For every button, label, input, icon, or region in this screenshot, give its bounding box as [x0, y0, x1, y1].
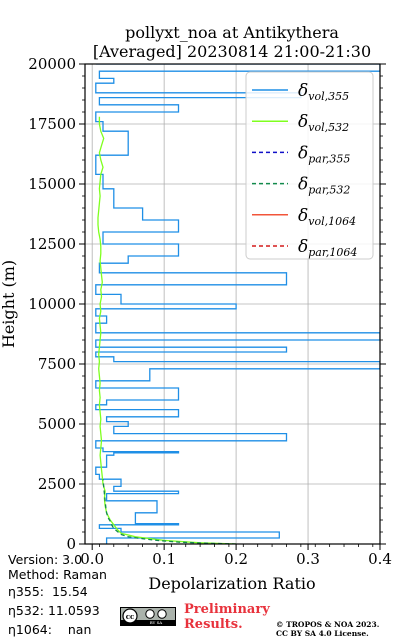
- copyright-note: © TROPOS & NOA 2023. CC BY SA 4.0 Licens…: [276, 620, 379, 638]
- y-tick-label: 0: [66, 535, 76, 553]
- eta355-label: η355:: [8, 584, 44, 599]
- y-tick-label: 5000: [38, 415, 76, 433]
- eta532-value: 11.0593: [47, 603, 100, 618]
- cc-logo-icon: cc BY SA: [121, 608, 175, 625]
- legend-box: [245, 71, 374, 260]
- copyright-line1: © TROPOS & NOA 2023.: [276, 620, 380, 629]
- x-tick-label: 0.0: [80, 550, 104, 568]
- x-tick-label: 0.3: [296, 550, 320, 568]
- y-tick-label: 15000: [28, 175, 76, 193]
- y-tick-label: 2500: [38, 475, 76, 493]
- y-axis-label: Height (m): [0, 260, 18, 348]
- y-tick-label: 7500: [38, 355, 76, 373]
- preliminary-results-note: Preliminary Results.: [184, 602, 270, 632]
- eta1064-label: η1064:: [8, 622, 52, 637]
- series-line-par532: [102, 479, 237, 544]
- series-line-vol355: [95, 64, 380, 544]
- eta1064-value: nan: [67, 622, 92, 637]
- y-tick-label: 17500: [28, 115, 76, 133]
- cc-license-badge: cc BY SA: [120, 607, 176, 626]
- preliminary-line1: Preliminary: [184, 602, 270, 617]
- chart-title-line1: pollyxt_noa at Antikythera: [125, 23, 339, 42]
- legend-label-par355: δpar,355: [298, 143, 350, 165]
- y-tick-label: 10000: [28, 295, 76, 313]
- y-tick-label: 12500: [28, 235, 76, 253]
- eta355-row: η355: 15.54: [8, 584, 88, 599]
- plot-frame: [84, 63, 381, 545]
- legend-label-vol532: δvol,532: [298, 112, 349, 134]
- x-tick-label: 0.1: [152, 550, 176, 568]
- eta532-row: η532: 11.0593: [8, 603, 100, 618]
- eta1064-row: η1064: nan: [8, 622, 91, 637]
- method-text: Method: Raman: [8, 567, 107, 582]
- legend-label-vol355: δvol,355: [298, 81, 349, 103]
- legend-label-par532: δpar,532: [298, 175, 350, 197]
- copyright-line2: CC BY SA 4.0 License.: [276, 629, 369, 638]
- legend-label-par1064: δpar,1064: [298, 237, 357, 259]
- eta532-label: η532:: [8, 603, 44, 618]
- legend-label-vol1064: δvol,1064: [298, 206, 356, 228]
- x-tick-label: 0.4: [368, 550, 392, 568]
- x-axis-label: Depolarization Ratio: [148, 574, 315, 593]
- x-tick-label: 0.2: [224, 550, 248, 568]
- plot-area: 0.0 0.1 0.2 0.3 0.4 0 2500 5000 7500 10000 12500 15…: [28, 55, 392, 568]
- cc-badge-text: BY SA: [150, 620, 163, 625]
- chart-title-line2: [Averaged] 20230814 21:00-21:30: [93, 42, 371, 61]
- series-line-vol532: [97, 116, 237, 544]
- svg-text:cc: cc: [126, 612, 135, 621]
- version-text: Version: 3.0: [8, 552, 83, 567]
- eta355-value: 15.54: [51, 584, 88, 599]
- y-tick-label: 20000: [28, 55, 76, 73]
- preliminary-line2: Results.: [184, 617, 243, 632]
